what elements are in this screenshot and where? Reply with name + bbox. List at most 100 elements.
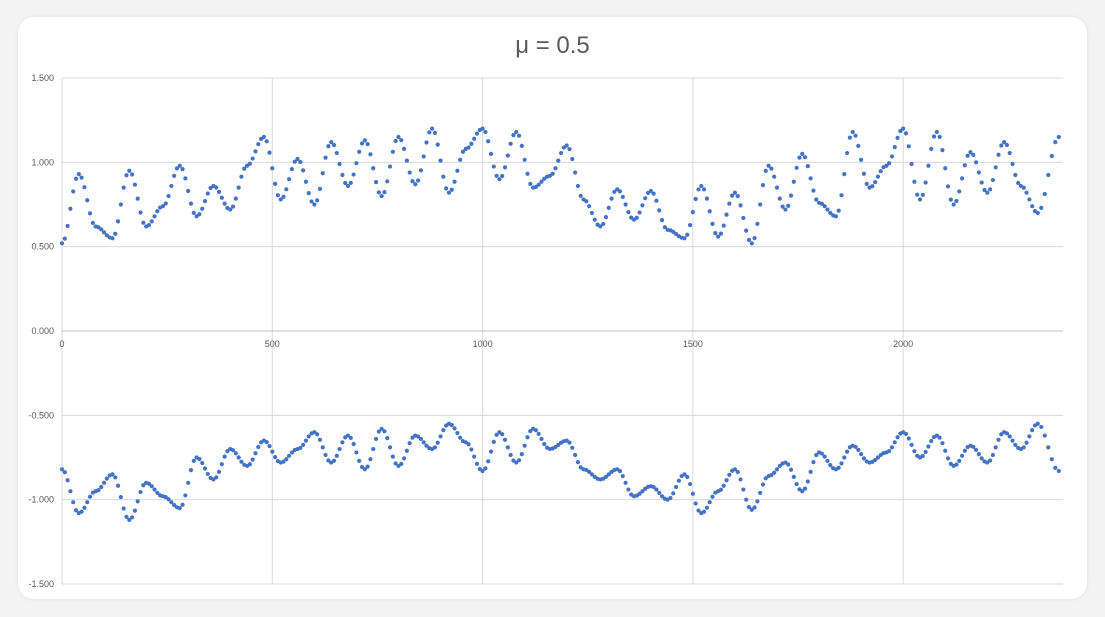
data-point xyxy=(222,201,227,206)
data-point xyxy=(401,146,407,151)
data-point xyxy=(788,467,794,472)
data-point xyxy=(1027,197,1032,202)
data-point xyxy=(744,497,749,502)
data-point xyxy=(446,190,452,195)
data-point xyxy=(912,179,917,184)
data-point xyxy=(926,163,931,168)
data-point xyxy=(421,440,426,445)
data-point xyxy=(606,472,611,477)
data-point xyxy=(758,490,763,496)
data-point xyxy=(132,182,138,187)
data-point xyxy=(856,143,861,148)
data-point xyxy=(247,462,252,467)
data-point xyxy=(205,471,210,477)
data-point xyxy=(441,174,446,179)
data-point xyxy=(811,188,816,193)
data-point xyxy=(945,456,951,461)
data-point xyxy=(704,505,710,510)
data-point xyxy=(87,211,93,216)
data-point xyxy=(920,453,925,459)
data-point xyxy=(609,196,614,201)
data-point xyxy=(65,478,70,483)
data-point xyxy=(892,440,897,445)
data-point xyxy=(965,153,970,158)
data-point xyxy=(909,161,914,167)
data-point xyxy=(466,442,471,447)
data-point xyxy=(833,214,838,219)
data-point xyxy=(1013,442,1018,447)
data-point xyxy=(146,481,152,486)
data-point xyxy=(292,159,297,164)
data-point xyxy=(317,437,323,442)
data-point xyxy=(814,197,819,202)
data-point xyxy=(202,199,208,204)
data-point xyxy=(166,193,171,199)
data-point xyxy=(472,454,477,459)
data-point xyxy=(253,451,258,456)
data-point xyxy=(704,196,710,201)
data-point xyxy=(536,431,541,436)
data-point xyxy=(270,449,275,454)
data-point xyxy=(87,494,93,499)
data-point xyxy=(701,187,707,192)
data-point xyxy=(474,461,480,466)
data-point xyxy=(808,176,813,181)
data-point xyxy=(791,179,796,184)
data-point xyxy=(79,509,84,514)
data-point xyxy=(623,480,628,485)
data-point xyxy=(141,483,146,488)
data-point xyxy=(643,196,648,201)
data-point xyxy=(390,149,395,154)
data-point xyxy=(934,129,939,135)
data-point xyxy=(707,209,712,214)
data-point xyxy=(427,130,432,135)
data-point xyxy=(323,155,328,160)
data-point xyxy=(976,452,981,457)
data-point xyxy=(183,493,188,498)
data-point xyxy=(766,163,771,168)
data-point xyxy=(491,164,496,169)
data-point xyxy=(637,210,642,215)
data-point xyxy=(101,230,107,235)
data-point xyxy=(732,190,738,195)
data-point xyxy=(915,192,920,197)
data-point xyxy=(839,193,844,198)
data-point xyxy=(603,215,609,220)
data-point xyxy=(284,187,289,192)
data-point xyxy=(301,168,306,173)
data-point xyxy=(1021,445,1026,450)
data-point xyxy=(1024,440,1029,445)
data-point xyxy=(348,180,353,185)
data-point xyxy=(516,458,522,463)
data-point xyxy=(1046,445,1051,450)
data-point xyxy=(713,231,718,236)
data-point xyxy=(996,437,1001,442)
data-point xyxy=(744,228,749,233)
data-point xyxy=(685,474,690,480)
data-point xyxy=(312,202,317,207)
data-point xyxy=(943,448,948,453)
data-point xyxy=(973,160,979,165)
y-tick-label: 0.500 xyxy=(31,242,54,252)
data-point xyxy=(452,426,457,431)
data-point xyxy=(180,502,185,507)
data-point xyxy=(923,449,928,455)
data-point xyxy=(769,166,774,171)
data-point xyxy=(385,179,390,184)
data-point xyxy=(940,441,945,446)
data-point xyxy=(298,159,303,165)
data-point xyxy=(777,196,782,201)
y-tick-label: 1.500 xyxy=(31,73,54,83)
data-point xyxy=(500,432,505,437)
data-point xyxy=(929,146,934,151)
data-point xyxy=(387,445,393,450)
data-point xyxy=(73,508,79,513)
data-point xyxy=(85,198,90,203)
data-point xyxy=(272,181,278,186)
data-point xyxy=(101,480,107,485)
data-point xyxy=(749,507,754,512)
data-point xyxy=(634,215,639,220)
data-point xyxy=(693,501,698,506)
data-point xyxy=(1056,134,1061,140)
data-point xyxy=(718,231,724,236)
